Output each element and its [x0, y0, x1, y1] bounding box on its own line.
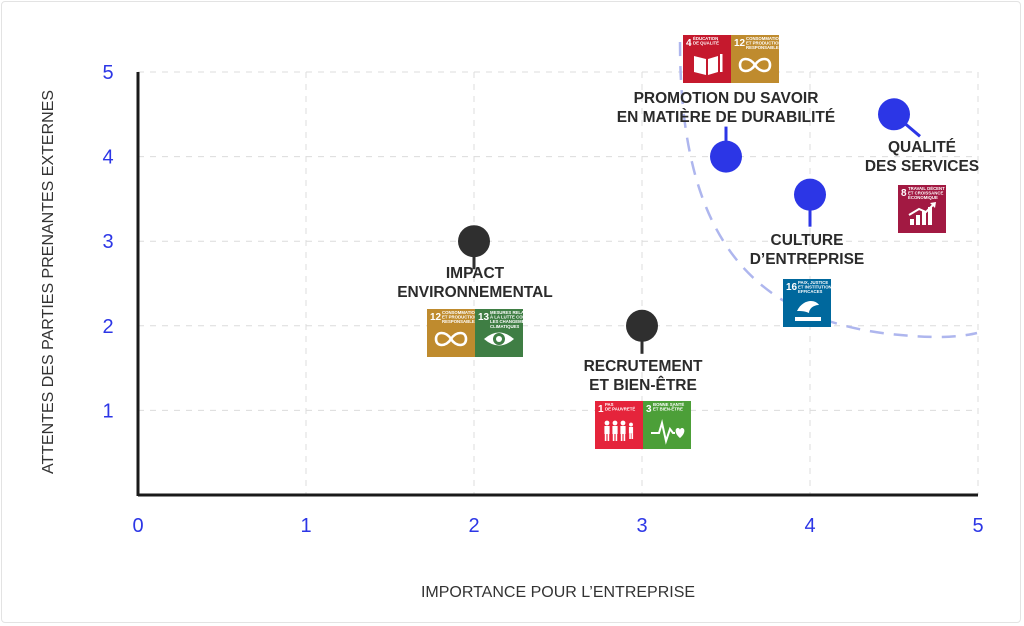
data-point-label: EN MATIÈRE DE DURABILITÉ [617, 109, 835, 126]
eye-globe-icon [484, 332, 514, 346]
sdg-caption-line: PAS [605, 402, 614, 407]
data-point-marker [710, 140, 742, 173]
sdg-caption-line: ET CROISSANCE [908, 191, 943, 196]
sdg-number: 13 [478, 312, 490, 323]
sdg-caption-line: BONNE SANTÉ [653, 402, 684, 407]
sdg-caption-line: CONSOMMATION [442, 310, 478, 315]
sdg-caption-line: MESURES RELATIVES [490, 310, 536, 315]
sdg-caption-line: ET PRODUCTION [442, 315, 478, 320]
data-point-marker [626, 309, 658, 342]
y-tick-label: 1 [102, 400, 113, 422]
data-point-label: CULTURE [771, 232, 844, 249]
x-tick-label: 1 [300, 515, 311, 537]
sdg-number: 4 [686, 38, 692, 49]
sdg-caption-line: PAIX, JUSTICE [798, 280, 828, 285]
data-point-label: PROMOTION DU SAVOIR [634, 90, 819, 107]
sdg-caption-line: DE QUALITÉ [693, 41, 719, 46]
sdg-badge-background [683, 35, 731, 83]
book-icon [694, 54, 723, 75]
data-point-label: RECRUTEMENT [584, 358, 703, 375]
x-tick-label: 3 [636, 515, 647, 537]
axes [136, 72, 978, 497]
y-tick-label: 3 [102, 231, 113, 253]
data-point-label: ET BIEN-ÊTRE [589, 376, 697, 394]
sdg-badge-background [427, 309, 475, 357]
data-point-label: IMPACT [446, 265, 505, 282]
sdg-number: 16 [786, 282, 798, 293]
sdg-caption-line: ÉDUCATION [693, 36, 718, 41]
sdg-caption-line: RESPONSABLES [442, 319, 478, 324]
data-point-marker [878, 98, 910, 131]
sdg-number: 12 [734, 38, 746, 49]
y-tick-label: 4 [102, 147, 113, 169]
sdg-caption-line: TRAVAIL DÉCENT [908, 186, 945, 191]
y-tick-label: 2 [102, 316, 113, 338]
sdg-number: 8 [901, 188, 907, 199]
grid-lines [138, 71, 979, 495]
data-point-label: ENVIRONNEMENTAL [397, 284, 553, 301]
infinity-icon [434, 331, 468, 347]
sdg-caption-line: RESPONSABLES [746, 45, 782, 50]
data-points: PROMOTION DU SAVOIR EN MATIÈRE DE DURABIL… [397, 35, 979, 449]
x-tick-label: 5 [972, 515, 983, 537]
y-tick-label: 5 [102, 62, 113, 84]
data-point-label: DES SERVICES [865, 158, 979, 175]
dove-icon [795, 301, 821, 321]
sdg-number: 12 [430, 312, 442, 323]
sdg-caption-line: À LA LUTTE CONTRE [490, 315, 534, 320]
data-point-marker [458, 225, 490, 258]
sdg-caption-line: LES CHANGEMENTS [490, 319, 533, 324]
sdg-number: 1 [598, 404, 604, 415]
data-point-label: D’ENTREPRISE [750, 251, 865, 268]
x-tick-label: 2 [468, 515, 479, 537]
x-tick-label: 0 [132, 515, 143, 537]
sdg-caption-line: ET BIEN-ÊTRE [653, 407, 683, 412]
sdg-caption-line: CONSOMMATION [746, 36, 782, 41]
sdg-caption-line: ET PRODUCTION [746, 41, 782, 46]
sdg-badge-background [595, 401, 643, 449]
x-axis-title: IMPORTANCE POUR L’ENTREPRISE [421, 584, 695, 601]
sdg-caption-line: DE PAUVRETÉ [605, 407, 635, 412]
sdg-caption-line: ET INSTITUTIONS [798, 285, 835, 290]
sdg-number: 3 [646, 404, 652, 415]
sdg-badge-background [731, 35, 779, 83]
sdg-caption-line: ÉCONOMIQUE [908, 195, 938, 200]
family-icon [604, 420, 634, 441]
infinity-icon [738, 57, 772, 73]
sdg-caption-line: CLIMATIQUES [490, 324, 519, 329]
x-tick-label: 4 [804, 515, 815, 537]
heartbeat-icon [651, 419, 685, 445]
data-point-label: QUALITÉ [888, 139, 956, 156]
y-axis-title: ATTENTES DES PARTIES PRENANTES EXTERNES [40, 90, 57, 474]
sdg-caption-line: EFFICACES [798, 289, 822, 294]
growth-chart-icon [908, 202, 936, 225]
data-point-group: PROMOTION DU SAVOIR EN MATIÈRE DE DURABIL… [617, 35, 835, 173]
data-point-marker [794, 178, 826, 211]
